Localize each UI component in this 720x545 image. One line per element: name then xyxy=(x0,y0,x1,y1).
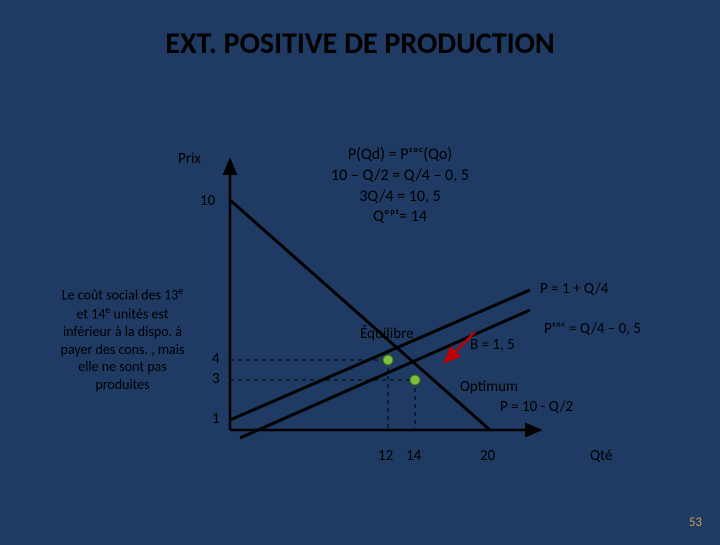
equilibrium-label: Équilibre xyxy=(360,325,414,343)
p-private-label: P = 1 + Q/4 xyxy=(540,280,608,298)
ytick-10: 10 xyxy=(200,192,215,210)
xtick-14: 14 xyxy=(406,447,421,465)
demand-label: P = 10 - Q/2 xyxy=(500,398,573,416)
optimum-label: Optimum xyxy=(460,378,518,396)
equation-block: P(Qd) = Pˢᵒᶜ(Qo) 10 – Q/2 = Q/4 – 0, 5 3… xyxy=(300,145,500,228)
equilibrium-point xyxy=(383,355,393,365)
eq-line-2: 10 – Q/2 = Q/4 – 0, 5 xyxy=(300,166,500,187)
ytick-1: 1 xyxy=(212,410,220,428)
b-label: B = 1, 5 xyxy=(470,336,515,354)
eq-line-1: P(Qd) = Pˢᵒᶜ(Qo) xyxy=(300,145,500,166)
slide-number: 53 xyxy=(689,515,702,530)
xtick-20: 20 xyxy=(480,447,495,465)
left-note: Le coût social des 13eet 14e unités esti… xyxy=(35,285,210,393)
eq-line-3: 3Q/4 = 10, 5 xyxy=(300,187,500,208)
optimum-point xyxy=(410,375,420,385)
ytick-3: 3 xyxy=(212,370,220,388)
ytick-4: 4 xyxy=(212,350,220,368)
p-social-label: Pˢᵒᶜ = Q/4 – 0, 5 xyxy=(544,320,641,338)
eq-line-4: Qᵒᵖᵗ= 14 xyxy=(300,207,500,228)
y-axis-label: Prix xyxy=(178,150,201,168)
x-axis-label: Qté xyxy=(590,447,612,465)
p-private-line xyxy=(230,290,530,420)
demand-line xyxy=(230,200,490,430)
xtick-12: 12 xyxy=(378,447,393,465)
